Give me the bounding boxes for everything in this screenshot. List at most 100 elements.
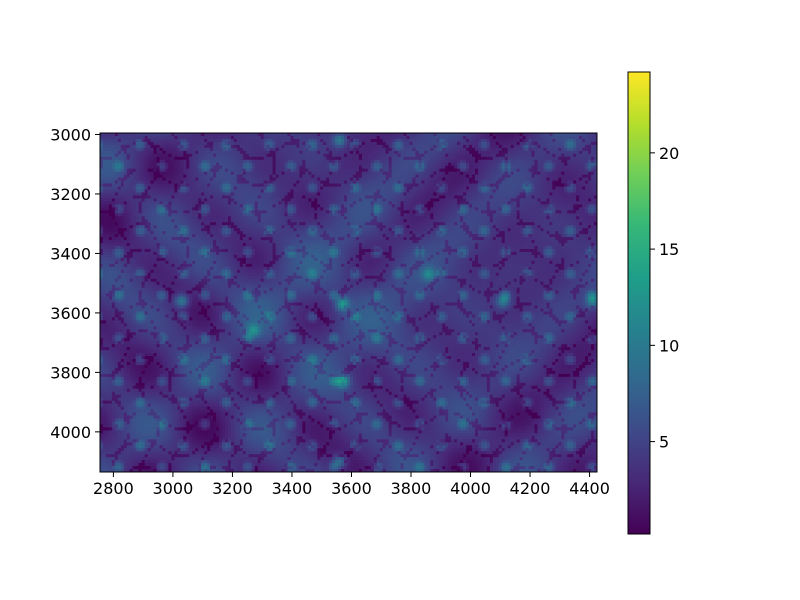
heatmap-cell — [108, 397, 113, 402]
heatmap-cell — [114, 460, 119, 464]
heatmap-cell — [174, 263, 178, 268]
heatmap-cell — [132, 344, 137, 348]
heatmap-cell — [150, 403, 155, 408]
heatmap-cell — [150, 347, 155, 351]
heatmap-cell — [117, 159, 122, 164]
heatmap-cell — [144, 364, 149, 369]
heatmap-cell — [114, 299, 119, 304]
heatmap-cell — [150, 442, 155, 446]
heatmap-cell — [153, 234, 158, 238]
heatmap-cell — [180, 415, 184, 420]
heatmap-cell — [141, 370, 146, 375]
heatmap-cell — [150, 448, 155, 452]
heatmap-cell — [156, 216, 161, 220]
heatmap-cell — [183, 397, 187, 402]
heatmap-cell — [111, 216, 116, 220]
heatmap-cell — [186, 347, 190, 351]
heatmap-cell — [150, 180, 155, 185]
heatmap-cell — [144, 222, 149, 226]
heatmap-cell — [132, 448, 137, 452]
heatmap-cell — [171, 284, 176, 289]
heatmap-cell — [111, 290, 116, 295]
heatmap-cell — [129, 266, 134, 271]
heatmap-cell — [156, 228, 161, 232]
heatmap-cell — [138, 361, 143, 366]
heatmap-cell — [126, 225, 131, 229]
heatmap-cell — [198, 147, 202, 152]
heatmap-cell — [150, 141, 155, 146]
heatmap-cell — [135, 367, 140, 372]
heatmap-cell — [108, 201, 113, 205]
heatmap-cell — [108, 394, 113, 399]
heatmap-cell — [129, 442, 134, 446]
heatmap-cell — [171, 388, 176, 393]
heatmap-cell — [108, 192, 113, 197]
heatmap-cell — [156, 367, 161, 372]
heatmap-cell — [129, 412, 134, 417]
heatmap-cell — [147, 165, 152, 170]
heatmap-cell — [105, 257, 110, 262]
heatmap-cell — [168, 469, 173, 472]
heatmap-cell — [129, 251, 134, 256]
heatmap-cell — [174, 281, 178, 286]
heatmap-cell — [126, 240, 131, 244]
heatmap-cell — [183, 192, 187, 197]
heatmap-cell — [153, 466, 158, 470]
heatmap-cell — [195, 266, 199, 271]
heatmap-cell — [138, 135, 143, 140]
heatmap-cell — [132, 198, 137, 202]
heatmap-cell — [183, 269, 187, 274]
heatmap-cell — [102, 344, 107, 348]
heatmap-cell — [117, 442, 122, 446]
heatmap-cell — [135, 406, 140, 411]
heatmap-cell — [120, 278, 125, 283]
heatmap-cell — [132, 275, 137, 280]
heatmap-cell — [102, 463, 107, 467]
heatmap-cell — [135, 186, 140, 191]
heatmap-cell — [105, 379, 110, 384]
heatmap-cell — [165, 198, 170, 202]
heatmap-cell — [141, 281, 146, 286]
heatmap-cell — [156, 344, 161, 348]
heatmap-cell — [165, 356, 170, 360]
heatmap-cell — [180, 314, 184, 318]
heatmap-cell — [165, 347, 170, 351]
heatmap-cell — [144, 469, 149, 472]
heatmap-cell — [117, 418, 122, 423]
heatmap-cell — [159, 385, 164, 390]
heatmap-cell — [153, 305, 158, 310]
heatmap-cell — [195, 367, 199, 372]
heatmap-cell — [168, 418, 173, 423]
heatmap-cell — [195, 323, 199, 327]
heatmap-cell — [177, 251, 181, 256]
heatmap-cell — [135, 373, 140, 378]
heatmap-cell — [192, 335, 196, 339]
heatmap-cell — [159, 308, 164, 313]
heatmap-cell — [168, 186, 173, 191]
heatmap-cell — [168, 284, 173, 289]
heatmap-cell — [141, 150, 146, 155]
heatmap-cell — [153, 361, 158, 366]
heatmap-cell — [177, 198, 181, 202]
heatmap-cell — [192, 150, 196, 155]
heatmap-cell — [159, 237, 164, 241]
heatmap-cell — [105, 457, 110, 461]
heatmap-cell — [102, 138, 107, 143]
heatmap-cell — [153, 135, 158, 140]
heatmap-cell — [123, 311, 128, 315]
heatmap-cell — [162, 168, 167, 173]
heatmap-cell — [180, 228, 184, 232]
heatmap-cell — [135, 466, 140, 470]
heatmap-cell — [120, 385, 125, 390]
heatmap-cell — [147, 427, 152, 431]
heatmap-cell — [156, 287, 161, 292]
heatmap-cell — [195, 454, 199, 458]
heatmap-cell — [138, 231, 143, 235]
heatmap-cell — [123, 385, 128, 390]
heatmap-cell — [177, 266, 181, 271]
heatmap-cell — [105, 385, 110, 390]
heatmap-cell — [147, 281, 152, 286]
heatmap-cell — [180, 350, 184, 354]
heatmap-cell — [192, 207, 196, 211]
heatmap-cell — [111, 457, 116, 461]
